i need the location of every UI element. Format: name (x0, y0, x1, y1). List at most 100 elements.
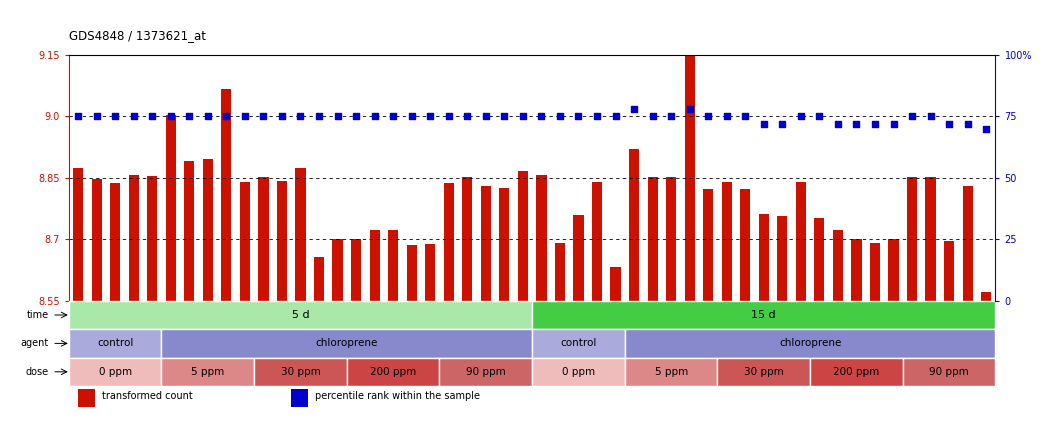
Bar (647, 177, 658, 301)
Point (866, 121, 883, 127)
Bar (758, 214, 769, 301)
Bar (814, 218, 825, 301)
Bar (313, 256, 324, 301)
Text: 200 ppm: 200 ppm (833, 367, 880, 377)
Bar (110, 183, 121, 301)
Bar (533, 329, 625, 357)
Point (940, 121, 957, 127)
Point (421, 113, 438, 120)
Bar (202, 159, 213, 301)
Text: chloroprene: chloroprene (779, 338, 841, 349)
Point (384, 113, 401, 120)
Point (811, 113, 828, 120)
Bar (573, 215, 584, 301)
Point (236, 113, 253, 120)
Bar (291, 389, 308, 407)
Bar (439, 357, 532, 386)
Bar (610, 267, 621, 301)
Point (478, 113, 495, 120)
Bar (777, 216, 788, 301)
Bar (718, 357, 810, 386)
Point (718, 113, 735, 120)
Bar (351, 239, 361, 301)
Text: 5 ppm: 5 ppm (654, 367, 687, 377)
Bar (69, 301, 533, 329)
Bar (518, 171, 528, 301)
Point (977, 125, 994, 132)
Bar (69, 329, 161, 357)
Point (755, 121, 772, 127)
Text: transformed count: transformed count (102, 391, 193, 401)
Text: 30 ppm: 30 ppm (281, 367, 321, 377)
Point (329, 113, 346, 120)
Point (107, 113, 124, 120)
Bar (128, 175, 139, 301)
Bar (889, 239, 899, 301)
Bar (221, 88, 232, 301)
Bar (869, 243, 880, 301)
Text: 200 ppm: 200 ppm (370, 367, 416, 377)
Bar (555, 243, 566, 301)
Text: control: control (560, 338, 596, 349)
Text: dose: dose (25, 367, 49, 377)
Text: 5 ppm: 5 ppm (192, 367, 225, 377)
Text: agent: agent (20, 338, 49, 349)
Point (459, 113, 475, 120)
Point (848, 121, 865, 127)
Bar (161, 357, 254, 386)
Bar (147, 176, 158, 301)
Point (533, 113, 550, 120)
Point (607, 113, 624, 120)
Text: 30 ppm: 30 ppm (743, 367, 784, 377)
Bar (165, 115, 176, 301)
Point (162, 113, 179, 120)
Text: 0 ppm: 0 ppm (98, 367, 131, 377)
Bar (407, 245, 417, 301)
Point (922, 113, 939, 120)
Text: 90 ppm: 90 ppm (466, 367, 506, 377)
Bar (78, 389, 95, 407)
Text: 15 d: 15 d (752, 310, 776, 320)
Bar (944, 241, 954, 301)
Bar (91, 179, 102, 301)
Bar (533, 357, 625, 386)
Point (737, 113, 754, 120)
Bar (444, 183, 454, 301)
Point (496, 113, 513, 120)
Bar (370, 231, 380, 301)
Bar (276, 181, 287, 301)
Bar (832, 231, 843, 301)
Text: percentile rank within the sample: percentile rank within the sample (316, 391, 481, 401)
Point (273, 113, 290, 120)
Text: time: time (26, 310, 49, 320)
Bar (161, 329, 533, 357)
Bar (258, 177, 269, 301)
Bar (981, 292, 991, 301)
Bar (795, 182, 806, 301)
Point (700, 113, 717, 120)
Point (310, 113, 327, 120)
Point (663, 113, 680, 120)
Bar (536, 175, 546, 301)
Bar (239, 182, 250, 301)
Bar (347, 357, 439, 386)
Bar (499, 188, 509, 301)
Point (255, 113, 272, 120)
Bar (533, 301, 995, 329)
Bar (625, 329, 995, 357)
Bar (388, 231, 398, 301)
Point (644, 113, 661, 120)
Bar (684, 45, 695, 301)
Text: 5 d: 5 d (291, 310, 309, 320)
Bar (254, 357, 347, 386)
Point (366, 113, 383, 120)
Point (347, 113, 364, 120)
Bar (851, 239, 862, 301)
Point (589, 113, 606, 120)
Bar (73, 168, 84, 301)
Bar (963, 186, 973, 301)
Bar (184, 161, 195, 301)
Point (552, 113, 569, 120)
Bar (907, 177, 917, 301)
Text: control: control (97, 338, 133, 349)
